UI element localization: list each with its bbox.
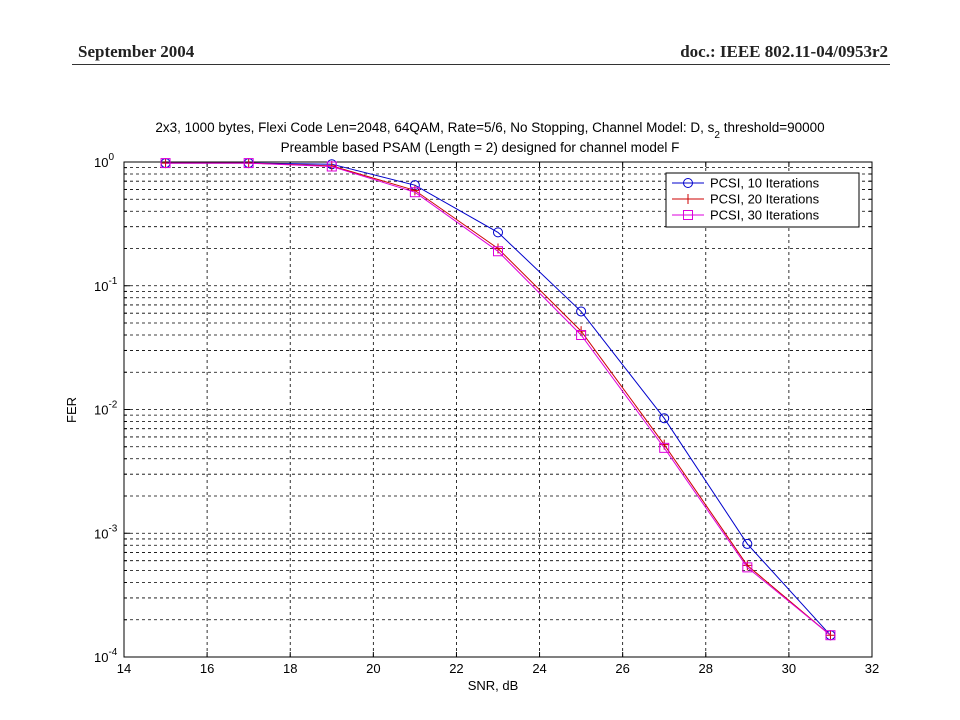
grid [124, 162, 872, 657]
series-2-point [409, 185, 420, 196]
series-3-point [243, 158, 254, 169]
header-date: September 2004 [78, 42, 195, 61]
y-tick-exponent: -4 [108, 647, 117, 658]
y-tick-base: 10 [94, 650, 108, 665]
x-tick-label: 16 [200, 661, 214, 676]
y-tick-label: 10-2 [94, 400, 118, 418]
legend-label-1: PCSI, 10 Iterations [710, 176, 820, 191]
header-doc-id: doc.: IEEE 802.11-04/0953r2 [680, 42, 888, 61]
series-2-point [825, 630, 836, 641]
y-tick-base: 10 [94, 403, 108, 418]
x-tick-label: 24 [532, 661, 546, 676]
series-3-point [160, 158, 171, 169]
series-3-point [825, 630, 836, 641]
y-axis-label: FER [64, 397, 79, 423]
legend-label-2: PCSI, 20 Iterations [710, 192, 820, 207]
x-tick-label: 20 [366, 661, 380, 676]
y-tick-exponent: -3 [108, 523, 117, 534]
series-3-point [742, 562, 753, 573]
series-3-point [576, 329, 587, 340]
series-1-point [659, 413, 670, 424]
x-tick-label: 22 [449, 661, 463, 676]
y-tick-exponent: 0 [108, 152, 114, 163]
y-tick-label: 100 [94, 152, 114, 170]
legend-marker-1 [683, 178, 693, 188]
series-3 [160, 158, 836, 641]
legend-marker-3 [683, 210, 693, 220]
y-tick-exponent: -2 [108, 400, 117, 411]
series-3-point [409, 187, 420, 198]
y-tick-label: 10-1 [94, 276, 118, 294]
series-1-point [493, 227, 503, 238]
series-3-point [493, 246, 503, 257]
y-tick-label: 10-3 [94, 523, 118, 541]
series-1-line [165, 162, 831, 636]
x-tick-label: 32 [865, 661, 879, 676]
legend-label-3: PCSI, 30 Iterations [710, 208, 820, 223]
series-1-point [742, 538, 753, 549]
series-2 [160, 158, 836, 641]
series-group [160, 158, 836, 641]
chart-title-line1: 2x3, 1000 bytes, Flexi Code Len=2048, 64… [155, 120, 824, 141]
y-tick-base: 10 [94, 155, 108, 170]
chart-title-line2: Preamble based PSAM (Length = 2) designe… [281, 140, 680, 155]
chart-title-line1-tail: threshold=90000 [720, 120, 825, 135]
series-3-point [659, 442, 670, 453]
x-tick-label: 14 [117, 661, 131, 676]
x-tick-label: 28 [699, 661, 713, 676]
chart-title-line1-subscript: 2 [714, 130, 720, 141]
y-tick-base: 10 [94, 279, 108, 294]
series-2-line [165, 162, 831, 636]
legend-marker-2 [683, 194, 693, 204]
chart-title-line1-main: 2x3, 1000 bytes, Flexi Code Len=2048, 64… [155, 120, 714, 135]
header-rule [72, 64, 890, 65]
x-tick-label: 26 [615, 661, 629, 676]
y-tick-label: 10-4 [94, 647, 118, 665]
y-tick-exponent: -1 [108, 276, 117, 287]
legend-box [665, 172, 860, 228]
x-tick-label: 18 [283, 661, 297, 676]
series-1 [160, 158, 836, 641]
series-3-point [326, 161, 337, 172]
x-axis-label: SNR, dB [468, 678, 519, 693]
x-tick-label: 30 [782, 661, 796, 676]
series-2-point [742, 560, 753, 571]
y-tick-base: 10 [94, 526, 108, 541]
series-1-point [576, 306, 587, 317]
series-3-line [165, 162, 831, 636]
